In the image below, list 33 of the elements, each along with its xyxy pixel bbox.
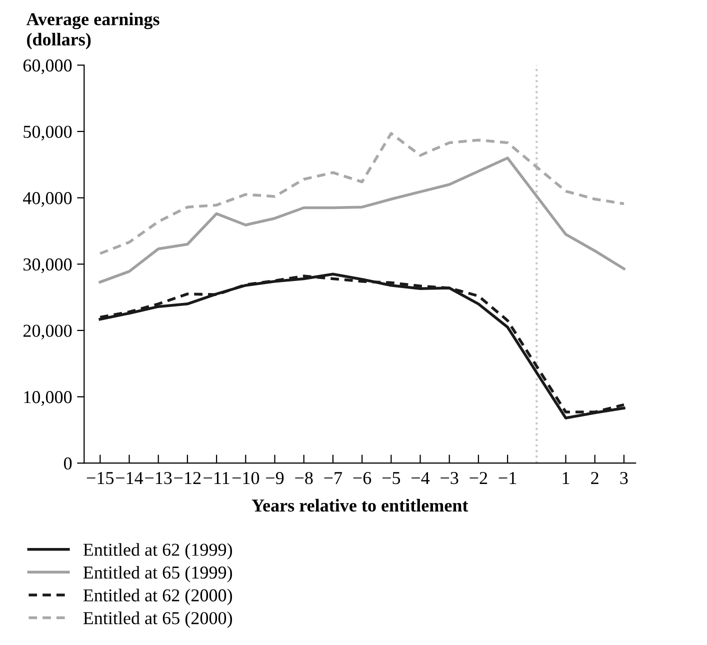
x-tick-label: −2 bbox=[470, 472, 488, 484]
x-tick-label: −8 bbox=[295, 472, 313, 484]
y-axis-title: Average earnings (dollars) bbox=[26, 12, 160, 50]
x-axis-title: Years relative to entitlement bbox=[252, 498, 468, 512]
line-series bbox=[98, 156, 626, 284]
y-tick-label: 0 bbox=[64, 457, 72, 470]
x-tick-label: 1 bbox=[562, 472, 570, 484]
x-tick-label: 3 bbox=[620, 472, 628, 484]
x-tick-label: −10 bbox=[232, 472, 260, 484]
y-tick-label: 40,000 bbox=[23, 192, 72, 207]
x-tick-label: −4 bbox=[412, 472, 430, 484]
legend-label: Entitled at 65 (2000) bbox=[83, 612, 232, 628]
x-tick-label: 2 bbox=[591, 472, 598, 484]
legend-label: Entitled at 65 (1999) bbox=[83, 566, 232, 582]
x-tick-label: −3 bbox=[440, 472, 458, 484]
legend-label: Entitled at 62 (1999) bbox=[83, 543, 232, 560]
y-tick-label: 20,000 bbox=[23, 324, 72, 340]
y-tick-label: 10,000 bbox=[24, 391, 72, 406]
y-tick-label: 30,000 bbox=[24, 258, 72, 274]
x-tick-label: −1 bbox=[498, 472, 516, 484]
x-tick-label: −5 bbox=[382, 472, 400, 484]
y-tick-label: 50,000 bbox=[24, 126, 72, 141]
legend-label: Entitled at 62 (2000) bbox=[83, 588, 232, 606]
line-series bbox=[98, 132, 626, 255]
x-tick-label: −7 bbox=[324, 472, 342, 484]
y-tick-label: 60,000 bbox=[23, 59, 72, 74]
x-tick-label: −11 bbox=[204, 472, 230, 484]
x-tick-label: −12 bbox=[174, 472, 201, 484]
x-tick-label: −13 bbox=[145, 472, 172, 484]
x-tick-label: −14 bbox=[116, 472, 144, 484]
x-tick-label: −9 bbox=[266, 472, 284, 484]
x-tick-label: −6 bbox=[353, 472, 372, 484]
x-tick-label: −15 bbox=[86, 472, 114, 484]
